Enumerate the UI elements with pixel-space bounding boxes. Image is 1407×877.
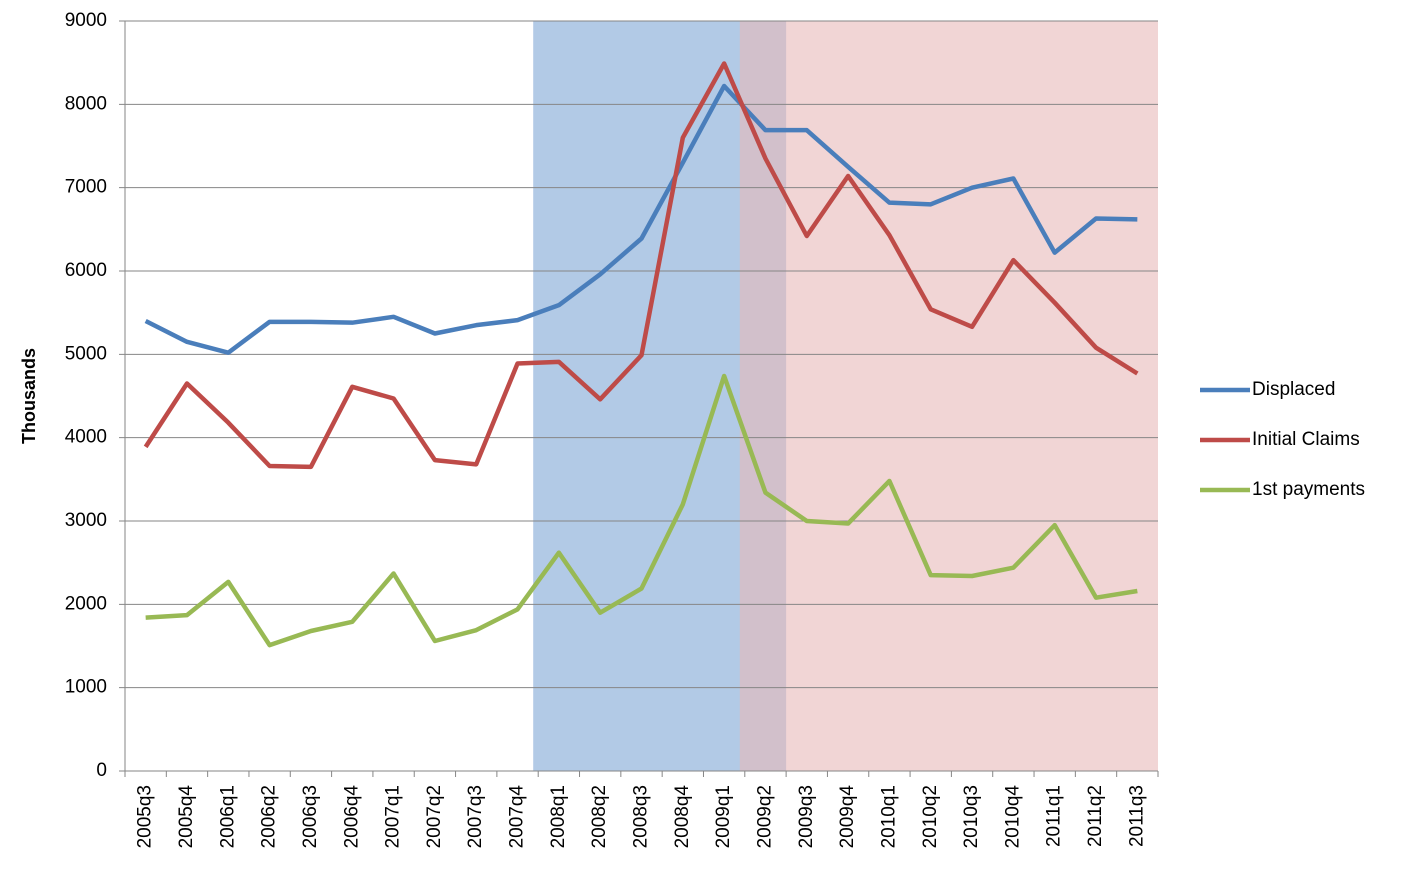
y-tick-label: 5000 — [65, 343, 107, 364]
x-tick-label: 2005q3 — [135, 785, 156, 848]
x-tick-label: 2006q3 — [300, 785, 321, 848]
highlight-band — [739, 21, 1158, 771]
x-tick-label: 2008q1 — [548, 785, 569, 848]
x-tick-label: 2010q2 — [920, 785, 941, 848]
x-tick-label: 2010q3 — [961, 785, 982, 848]
x-tick-label: 2007q1 — [383, 785, 404, 848]
y-axis-label: Thousands — [19, 348, 39, 444]
x-tick-label: 2011q2 — [1085, 785, 1106, 847]
x-tick-label: 2010q1 — [878, 785, 899, 848]
x-tick-label: 2011q1 — [1044, 785, 1065, 847]
x-tick-label: 2008q3 — [631, 785, 652, 848]
x-tick-label: 2009q3 — [796, 785, 817, 848]
series-line — [144, 83, 1138, 355]
x-tick-label: 2005q4 — [176, 785, 197, 849]
y-tick-label: 2000 — [65, 593, 107, 614]
y-tick-label: 7000 — [65, 177, 107, 198]
x-tick-label: 2007q2 — [424, 785, 445, 848]
x-tick-label: 2006q4 — [341, 785, 362, 849]
x-tick-label: 2009q4 — [837, 785, 858, 849]
y-tick-label: 3000 — [65, 510, 107, 531]
x-tick-label: 2006q2 — [259, 785, 280, 848]
x-tick-label: 2008q2 — [589, 785, 610, 848]
x-tick-label: 2010q4 — [1002, 785, 1023, 849]
x-tick-label: 2009q2 — [754, 785, 775, 848]
x-tick-label: 2008q4 — [672, 785, 693, 849]
x-tick-label: 2007q3 — [465, 785, 486, 848]
y-tick-label: 8000 — [65, 93, 107, 114]
series-line — [143, 61, 1139, 470]
x-tick-label: 2006q1 — [217, 785, 238, 848]
x-tick-label: 2011q3 — [1126, 785, 1147, 847]
x-tick-label: 2007q4 — [507, 785, 528, 849]
y-tick-label: 0 — [96, 760, 107, 781]
y-tick-label: 4000 — [65, 427, 107, 448]
y-tick-label: 1000 — [65, 677, 107, 698]
legend-label: Displaced — [1252, 379, 1335, 400]
y-tick-label: 6000 — [65, 260, 107, 281]
legend-label: 1st payments — [1252, 479, 1365, 500]
legend-label: Initial Claims — [1252, 429, 1360, 450]
y-tick-label: 9000 — [65, 10, 107, 31]
x-tick-label: 2009q1 — [713, 785, 734, 848]
series-line — [145, 373, 1138, 648]
